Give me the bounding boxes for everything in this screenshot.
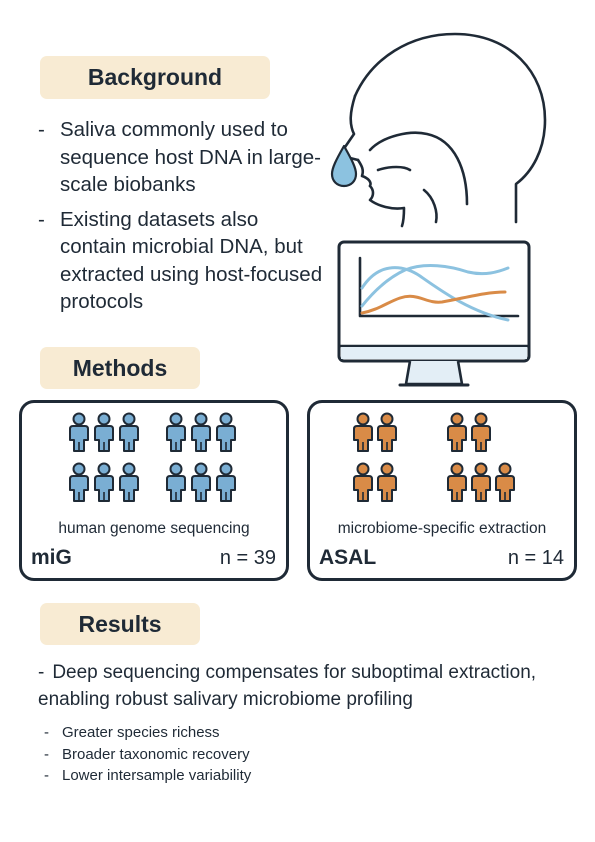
person-icon [471, 412, 491, 452]
person-icon [216, 412, 236, 452]
person-icon [119, 462, 139, 502]
person-icon [495, 462, 515, 502]
cohort-mig-caption: human genome sequencing [58, 520, 250, 537]
person-icon [471, 462, 491, 502]
asal-participant-icons [353, 412, 515, 502]
cohort-asal-caption: microbiome-specific extraction [337, 520, 547, 537]
person-icon [353, 412, 373, 452]
saliva-drop-icon [330, 144, 358, 188]
monitor-chart-icon [337, 240, 531, 387]
background-heading: Background [40, 56, 270, 99]
cohort-asal-card: microbiome-specific extraction ASAL n = … [307, 400, 577, 581]
human-head-profile-icon [340, 32, 547, 228]
results-heading-text: Results [78, 610, 162, 637]
results-sub-3: Lower intersample variability [44, 765, 251, 787]
methods-heading-text: Methods [72, 354, 168, 381]
person-icon [166, 462, 186, 502]
person-icon [191, 412, 211, 452]
person-icon [166, 412, 186, 452]
cohort-asal-name: ASAL [319, 546, 377, 569]
methods-heading: Methods [40, 347, 200, 389]
results-main-point: - Deep sequencing compensates for subopti… [38, 662, 537, 710]
person-icon [94, 462, 114, 502]
person-icon [377, 462, 397, 502]
person-icon [191, 462, 211, 502]
results-sub-bullets: Greater species richess Broader taxonomi… [44, 722, 251, 787]
background-heading-text: Background [87, 64, 223, 90]
person-icon [353, 462, 373, 502]
cohort-asal-count: n = 14 [507, 547, 564, 569]
cohort-mig-card: human genome sequencing miG n = 39 [19, 400, 289, 581]
person-icon [447, 462, 467, 502]
background-bullet-2: Existing datasets also contain microbial… [38, 206, 328, 316]
person-icon [216, 462, 236, 502]
cohort-mig-name: miG [31, 546, 72, 569]
person-icon [69, 412, 89, 452]
person-icon [447, 412, 467, 452]
person-icon [377, 412, 397, 452]
mig-participant-icons [69, 412, 236, 502]
person-icon [119, 412, 139, 452]
results-sub-1: Greater species richess [44, 722, 251, 744]
cohort-mig-count: n = 39 [219, 547, 276, 569]
person-icon [94, 412, 114, 452]
results-sub-2: Broader taxonomic recovery [44, 744, 251, 766]
results-heading: Results [40, 603, 200, 645]
background-bullet-1: Saliva commonly used to sequence host DN… [38, 116, 328, 199]
background-bullets: Saliva commonly used to sequence host DN… [38, 116, 328, 323]
person-icon [69, 462, 89, 502]
results-main-text: Deep sequencing compensates for suboptim… [38, 662, 537, 710]
